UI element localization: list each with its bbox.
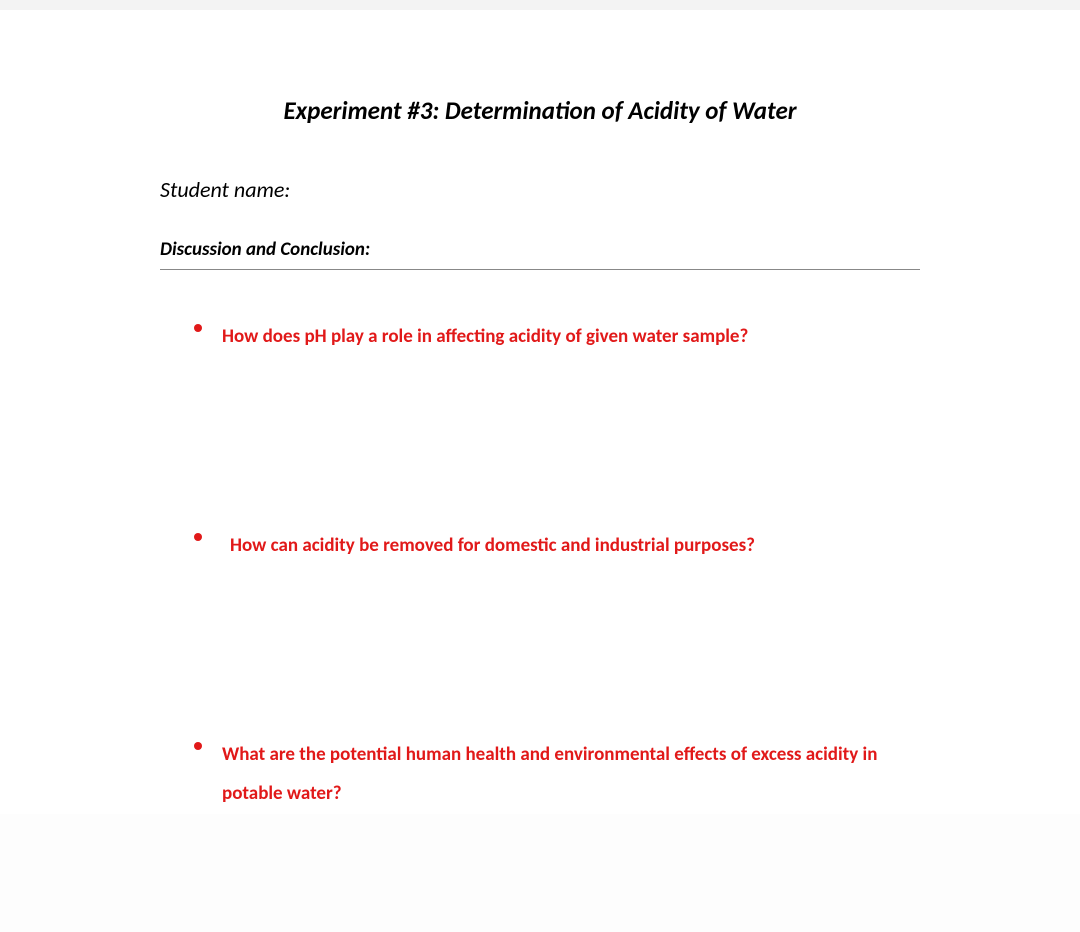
question-list: How does pH play a role in affecting aci… (160, 318, 920, 814)
question-item: How does pH play a role in affecting aci… (222, 318, 920, 357)
document-content: Experiment #3: Determination of Acidity … (160, 10, 920, 814)
question-text: How does pH play a role in affecting aci… (222, 318, 900, 357)
bullet-icon (194, 742, 202, 750)
student-name-label: Student name: (160, 176, 920, 203)
bullet-icon (194, 533, 202, 541)
question-item: What are the potential human health and … (222, 736, 920, 814)
question-text: How can acidity be removed for domestic … (222, 527, 900, 566)
bullet-icon (194, 324, 202, 332)
question-text: What are the potential human health and … (222, 736, 900, 814)
question-item: How can acidity be removed for domestic … (222, 527, 920, 566)
section-header: Discussion and Conclusion: (160, 238, 920, 270)
experiment-title: Experiment #3: Determination of Acidity … (160, 95, 920, 126)
document-page: Experiment #3: Determination of Acidity … (0, 10, 1080, 814)
top-bar (0, 0, 1080, 10)
